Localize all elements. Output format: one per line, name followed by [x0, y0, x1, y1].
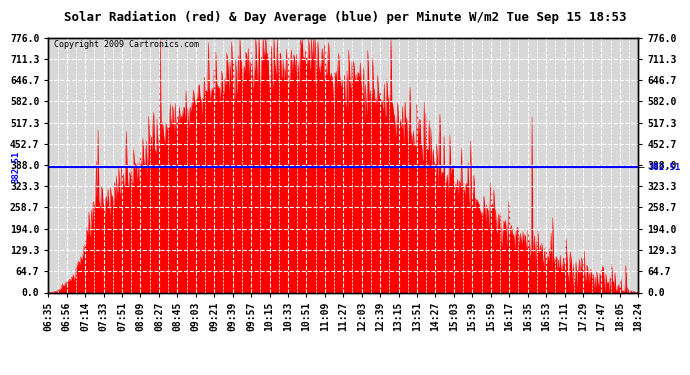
Text: Solar Radiation (red) & Day Average (blue) per Minute W/m2 Tue Sep 15 18:53: Solar Radiation (red) & Day Average (blu…	[63, 11, 627, 24]
Text: Copyright 2009 Cartronics.com: Copyright 2009 Cartronics.com	[55, 40, 199, 49]
Text: 382.51: 382.51	[11, 151, 20, 183]
